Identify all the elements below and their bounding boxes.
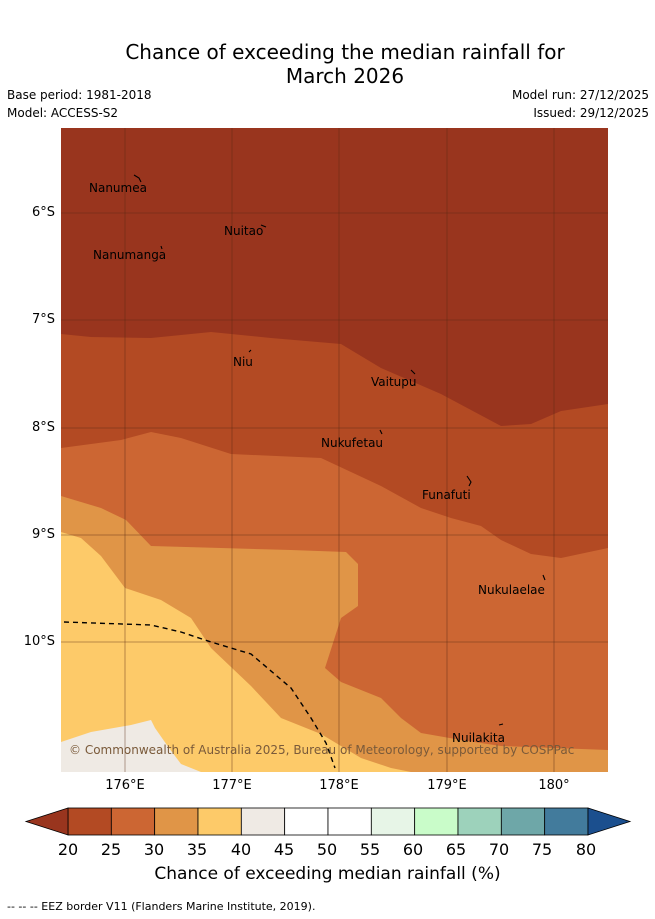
lon-label: 179°E <box>427 778 467 793</box>
model-run: Model run: 27/12/2025 <box>511 88 649 102</box>
place-label: Vaitupu <box>371 375 417 389</box>
colorbar-over-arrow <box>587 807 632 836</box>
lat-label: 10°S <box>23 634 55 649</box>
colorbar-tick: 70 <box>488 840 510 859</box>
title-line-2: March 2026 <box>285 64 405 88</box>
colorbar-swatch <box>500 807 546 836</box>
place-label: Nuilakita <box>452 731 505 745</box>
lat-label: 6°S <box>31 205 55 220</box>
colorbar-tick: 40 <box>230 840 252 859</box>
colorbar-tick: 45 <box>273 840 295 859</box>
band-40-45 <box>61 720 201 772</box>
colorbar-swatch <box>154 807 199 836</box>
graticule <box>61 128 608 772</box>
colorbar-tick: 55 <box>359 840 381 859</box>
rainfall-map <box>61 128 608 772</box>
colorbar-under-arrow <box>24 807 69 836</box>
base-period: Base period: 1981-2018 <box>7 88 152 102</box>
place-label: Nuitao <box>224 224 264 238</box>
colorbar-swatch <box>544 807 589 836</box>
title-line-1: Chance of exceeding the median rainfall … <box>125 40 565 64</box>
map-title: Chance of exceeding the median rainfall … <box>0 40 655 88</box>
eez-border <box>63 621 336 769</box>
place-label: Funafuti <box>422 488 471 502</box>
model-name: Model: ACCESS-S2 <box>7 106 119 120</box>
colorbar-tick: 60 <box>402 840 424 859</box>
colorbar-tick: 65 <box>445 840 467 859</box>
colorbar <box>24 807 632 836</box>
colorbar-swatch <box>370 807 416 836</box>
place-label: Nanumanga <box>93 248 167 262</box>
colorbar-swatch <box>327 807 372 836</box>
colorbar-tick: 50 <box>316 840 338 859</box>
colorbar-swatch <box>110 807 156 836</box>
place-label: Nanumea <box>89 181 147 195</box>
colorbar-swatch <box>240 807 286 836</box>
colorbar-tick: 35 <box>186 840 208 859</box>
colorbar-tick: 25 <box>100 840 122 859</box>
colorbar-swatch <box>197 807 242 836</box>
copyright-notice: © Commonwealth of Australia 2025, Bureau… <box>69 743 575 757</box>
colorbar-tick: 20 <box>57 840 79 859</box>
colorbar-swatch <box>414 807 459 836</box>
colorbar-swatch <box>67 807 112 836</box>
colorbar-label: Chance of exceeding median rainfall (%) <box>154 864 501 884</box>
lon-label: 177°E <box>212 778 252 793</box>
island-outlines <box>133 174 546 726</box>
issued-date: Issued: 29/12/2025 <box>533 106 649 120</box>
lon-label: 176°E <box>105 778 145 793</box>
place-label: Nukufetau <box>321 436 384 450</box>
colorbar-swatch <box>457 807 502 836</box>
band-35-40 <box>61 532 411 772</box>
lat-label: 8°S <box>31 420 55 435</box>
colorbar-swatch <box>284 807 329 836</box>
map-panel <box>61 128 608 772</box>
lon-label: 178°E <box>319 778 359 793</box>
lat-label: 9°S <box>31 527 55 542</box>
lon-label: 180° <box>538 778 570 793</box>
colorbar-tick: 75 <box>531 840 553 859</box>
lat-label: 7°S <box>31 312 55 327</box>
place-label: Nukulaelae <box>478 583 545 597</box>
colorbar-tick: 30 <box>143 840 165 859</box>
eez-legend-note: -- -- -- EEZ border V11 (Flanders Marine… <box>7 900 316 913</box>
colorbar-tick: 80 <box>575 840 597 859</box>
place-label: Niu <box>233 355 253 369</box>
